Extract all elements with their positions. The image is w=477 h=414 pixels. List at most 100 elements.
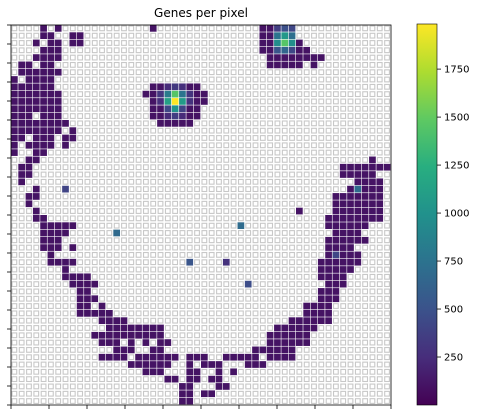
tissue-cell [347, 244, 354, 251]
masked-cell [157, 135, 164, 141]
tissue-cell [281, 324, 289, 332]
masked-cell [252, 149, 259, 156]
masked-cell [237, 200, 244, 207]
masked-cell [354, 390, 361, 397]
tissue-cell [222, 383, 230, 390]
masked-cell [194, 398, 200, 404]
tissue-cell [274, 331, 281, 339]
masked-cell [259, 105, 266, 112]
masked-cell [259, 164, 266, 171]
tissue-cell [376, 185, 384, 193]
masked-cell [216, 259, 222, 266]
masked-cell [274, 83, 281, 90]
masked-cell [99, 61, 105, 68]
masked-cell [62, 61, 69, 68]
masked-cell [223, 339, 230, 346]
tissue-cell [149, 331, 157, 339]
masked-cell [267, 200, 274, 207]
masked-cell [362, 76, 369, 83]
masked-cell [289, 127, 295, 134]
masked-cell [384, 273, 390, 280]
masked-cell [99, 346, 105, 353]
masked-cell [47, 376, 54, 383]
masked-cell [33, 47, 40, 54]
masked-cell [55, 376, 62, 383]
masked-cell [281, 113, 288, 119]
colorbar-tick-label: 250 [444, 353, 463, 364]
masked-cell [113, 91, 120, 98]
masked-cell [201, 127, 208, 134]
masked-cell [128, 105, 135, 112]
tissue-cell [274, 54, 281, 61]
masked-cell [208, 310, 215, 317]
colorbar-tick-label: 750 [444, 257, 463, 268]
masked-cell [303, 346, 310, 353]
tissue-cell [274, 324, 281, 332]
masked-cell [47, 171, 54, 178]
masked-cell [347, 354, 354, 361]
masked-cell [121, 266, 127, 273]
masked-cell [99, 281, 105, 288]
masked-cell [252, 193, 259, 200]
masked-cell [201, 317, 208, 324]
masked-cell [91, 164, 98, 171]
masked-cell [384, 142, 390, 149]
masked-cell [354, 135, 361, 141]
masked-cell [11, 200, 18, 207]
masked-cell [216, 237, 222, 244]
masked-cell [296, 178, 303, 185]
masked-cell [230, 171, 237, 178]
tissue-cell [317, 302, 325, 310]
masked-cell [84, 368, 91, 375]
masked-cell [259, 325, 266, 331]
masked-cell [69, 332, 76, 339]
masked-cell [128, 91, 135, 98]
tissue-cell [266, 346, 274, 354]
masked-cell [376, 237, 383, 244]
masked-cell [311, 251, 317, 258]
tissue-cell [237, 353, 245, 361]
masked-cell [340, 149, 347, 156]
masked-cell [216, 47, 222, 54]
masked-cell [194, 40, 200, 46]
masked-cell [62, 69, 69, 76]
tissue-cell [47, 127, 55, 135]
masked-cell [289, 237, 295, 244]
masked-cell [296, 142, 303, 149]
tissue-cell [288, 61, 296, 69]
masked-cell [340, 98, 347, 105]
masked-cell [91, 193, 98, 200]
masked-cell [135, 54, 142, 61]
masked-cell [62, 98, 69, 105]
masked-cell [303, 178, 310, 185]
masked-cell [113, 120, 120, 127]
masked-cell [40, 346, 47, 353]
masked-cell [303, 83, 310, 90]
masked-cell [128, 354, 135, 361]
tissue-cell [40, 222, 47, 230]
masked-cell [157, 193, 164, 200]
masked-cell [296, 98, 303, 105]
masked-cell [164, 61, 171, 68]
masked-cell [142, 317, 149, 324]
masked-cell [84, 251, 91, 258]
masked-cell [62, 40, 69, 46]
masked-cell [340, 178, 347, 185]
masked-cell [340, 32, 347, 39]
masked-cell [201, 25, 208, 32]
masked-cell [69, 215, 76, 222]
masked-cell [142, 113, 149, 119]
tissue-cell [142, 339, 150, 346]
masked-cell [245, 383, 252, 390]
masked-cell [135, 244, 142, 251]
masked-cell [267, 215, 274, 222]
tissue-cell [361, 200, 369, 208]
masked-cell [362, 113, 369, 119]
masked-cell [303, 200, 310, 207]
masked-cell [303, 171, 310, 178]
tissue-cell [325, 273, 332, 281]
masked-cell [179, 208, 186, 214]
masked-cell [69, 339, 76, 346]
tissue-cell [361, 163, 369, 171]
masked-cell [40, 208, 47, 214]
